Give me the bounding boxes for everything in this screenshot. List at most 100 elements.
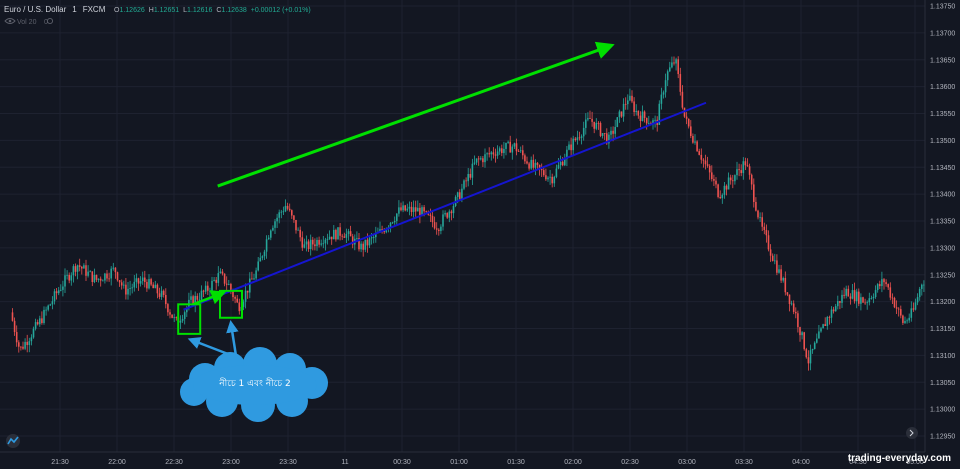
candle-up <box>62 280 64 297</box>
candle-down <box>286 202 289 211</box>
close-value: 1.12638 <box>221 7 246 14</box>
candle-down <box>118 279 121 287</box>
candle-down <box>551 173 553 188</box>
candle-up <box>356 231 358 241</box>
candle-up <box>818 325 820 339</box>
candle-up <box>213 276 215 282</box>
price-tick-label: 1.13150 <box>930 326 955 333</box>
candle-down <box>22 341 24 350</box>
candle-up <box>131 283 133 294</box>
candle-up <box>635 104 637 116</box>
time-tick-label: 23:30 <box>279 459 297 466</box>
candle-up <box>45 306 47 316</box>
candle-down <box>591 111 593 127</box>
candle-down <box>438 228 440 236</box>
tradingview-logo-icon[interactable] <box>6 434 20 448</box>
candle-up <box>278 209 280 224</box>
candle-down <box>330 236 333 245</box>
high-label: H <box>149 7 154 14</box>
candle-down <box>864 298 866 305</box>
time-tick-label: 23:00 <box>222 459 240 466</box>
price-tick-label: 1.13200 <box>930 299 955 306</box>
candle-up <box>736 161 738 180</box>
time-tick-label: 11 <box>341 459 348 466</box>
candle-up <box>654 115 656 128</box>
candle-down <box>41 311 43 325</box>
highlight-box[interactable] <box>177 303 202 335</box>
time-axis[interactable] <box>0 452 925 469</box>
candle-up <box>347 228 350 241</box>
candle-up <box>194 291 196 313</box>
candle-down <box>713 174 715 186</box>
candle-up <box>183 310 186 325</box>
candle-down <box>696 140 698 153</box>
candle-up <box>580 134 583 145</box>
candle-down <box>858 288 860 307</box>
candle-down <box>786 292 789 297</box>
candle-up <box>904 316 906 324</box>
candle-down <box>435 222 438 235</box>
candle-down <box>11 308 14 322</box>
candle-down <box>251 271 253 280</box>
highlight-box[interactable] <box>219 289 243 319</box>
candle-up <box>148 274 150 290</box>
candle-down <box>673 56 675 66</box>
symbol-name[interactable]: Euro / U.S. Dollar <box>4 5 67 14</box>
indicator-legend[interactable]: Vol 20 0 <box>4 17 54 26</box>
candle-down <box>795 307 797 319</box>
candle-down <box>230 282 232 295</box>
settings-icon[interactable] <box>46 17 54 25</box>
symbol-legend[interactable]: Euro / U.S. Dollar 1 FXCM O1.12626 H1.12651… <box>4 5 311 14</box>
price-axis[interactable] <box>925 0 960 469</box>
source-label: FXCM <box>83 5 106 14</box>
short-green-arrow[interactable] <box>192 290 227 306</box>
candle-up <box>872 293 875 304</box>
candle-up <box>555 164 558 179</box>
candle-down <box>574 136 577 142</box>
candle-up <box>93 268 96 284</box>
candle-down <box>532 154 535 170</box>
candle-down <box>515 138 518 156</box>
eye-icon[interactable] <box>4 18 16 24</box>
candle-up <box>811 348 814 354</box>
candle-down <box>165 288 167 309</box>
candle-down <box>687 118 690 129</box>
pointer-arrow-2[interactable] <box>226 320 239 357</box>
uptrend-arrow[interactable] <box>217 41 615 188</box>
candle-down <box>732 174 734 189</box>
candle-up <box>72 264 75 283</box>
candle-up <box>471 158 474 185</box>
candle-down <box>349 225 352 237</box>
candle-down <box>700 148 703 164</box>
candle-down <box>545 168 547 182</box>
candle-down <box>410 201 413 217</box>
open-label: O <box>114 7 120 14</box>
candle-up <box>112 262 115 271</box>
candle-down <box>509 135 511 153</box>
candle-up <box>908 313 910 323</box>
candle-down <box>494 148 497 163</box>
price-tick-label: 1.13750 <box>930 4 955 11</box>
candle-up <box>816 333 818 344</box>
candle-up <box>97 278 100 283</box>
candle-up <box>813 341 816 350</box>
candle-up <box>826 315 829 330</box>
candle-up <box>190 290 192 303</box>
time-tick-label: 21:30 <box>51 459 69 466</box>
volume-indicator-label[interactable]: Vol 20 <box>17 19 37 26</box>
candle-up <box>408 201 411 216</box>
candle-down <box>891 293 894 305</box>
candle-down <box>419 203 421 224</box>
interval-label[interactable]: 1 <box>72 5 77 14</box>
candle-down <box>169 309 171 319</box>
scroll-right-icon[interactable] <box>906 427 918 439</box>
pointer-arrow-1[interactable] <box>187 337 229 356</box>
candle-down <box>431 211 434 228</box>
candle-down <box>465 177 467 188</box>
price-tick-label: 1.13700 <box>930 30 955 37</box>
candle-up <box>511 144 514 160</box>
candle-down <box>832 306 835 314</box>
price-tick-label: 1.13050 <box>930 380 955 387</box>
support-trendline[interactable] <box>183 101 707 311</box>
